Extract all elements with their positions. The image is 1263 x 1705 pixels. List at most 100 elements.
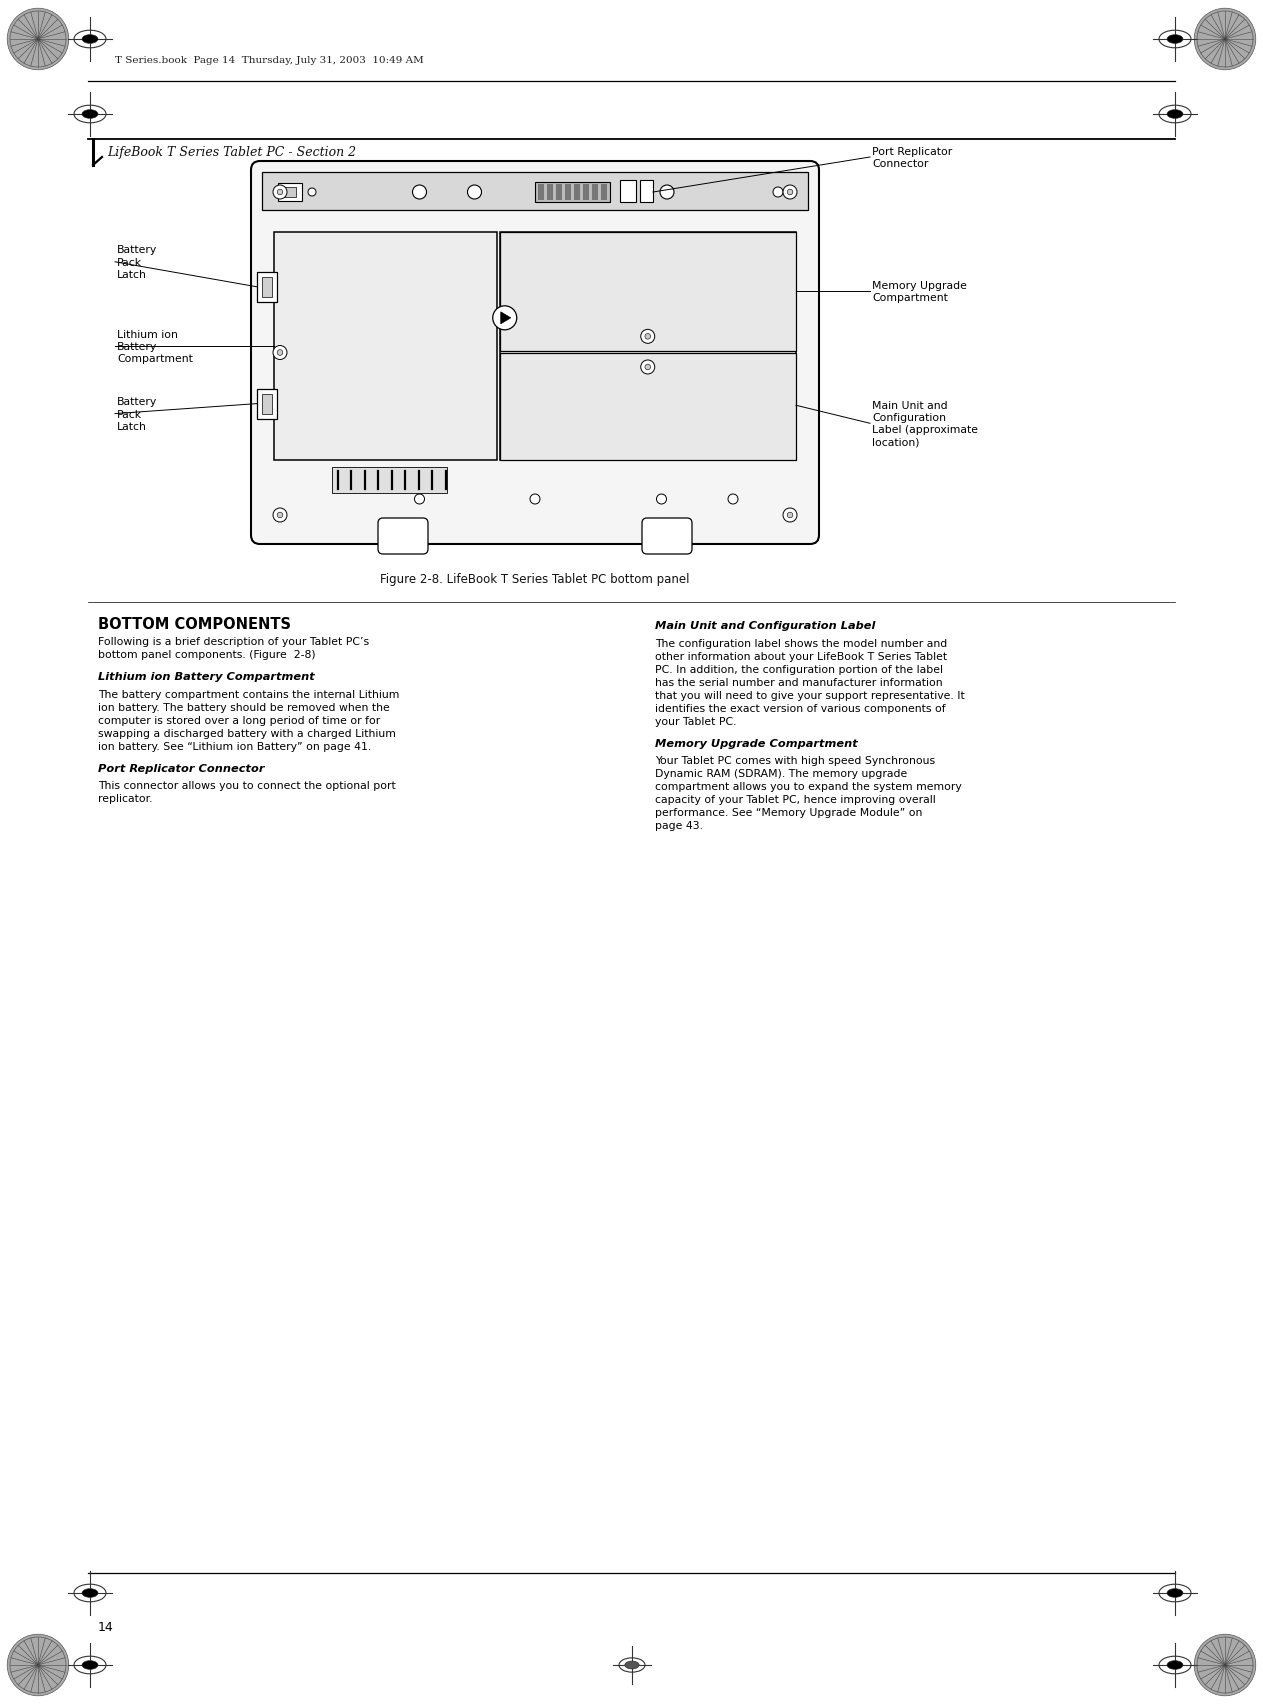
Circle shape [273,186,287,199]
Bar [565,184,571,201]
Text: computer is stored over a long period of time or for: computer is stored over a long period of… [99,716,380,725]
Circle shape [773,188,783,198]
Text: identifies the exact version of various components of: identifies the exact version of various … [655,702,946,713]
Bar [261,278,272,298]
Bar [256,389,277,419]
Circle shape [277,189,283,196]
Circle shape [414,494,424,505]
Text: swapping a discharged battery with a charged Lithium: swapping a discharged battery with a cha… [99,728,395,738]
Circle shape [8,9,68,72]
Text: This connector allows you to connect the optional port: This connector allows you to connect the… [99,781,395,791]
Text: Lithium ion
Battery
Compartment: Lithium ion Battery Compartment [117,329,193,365]
Bar [331,467,447,494]
Text: Battery
Pack
Latch: Battery Pack Latch [117,246,158,280]
Text: performance. See “Memory Upgrade Module” on: performance. See “Memory Upgrade Module”… [655,808,922,818]
Text: compartment allows you to expand the system memory: compartment allows you to expand the sys… [655,783,961,791]
Bar [601,184,608,201]
Text: BOTTOM COMPONENTS: BOTTOM COMPONENTS [99,617,290,631]
Bar [640,181,653,203]
Bar [536,182,610,203]
Polygon shape [500,312,510,324]
Text: The configuration label shows the model number and: The configuration label shows the model … [655,638,947,648]
Text: Following is a brief description of your Tablet PC’s: Following is a brief description of your… [99,636,369,646]
Text: Memory Upgrade Compartment: Memory Upgrade Compartment [655,738,858,748]
Text: Dynamic RAM (SDRAM). The memory upgrade: Dynamic RAM (SDRAM). The memory upgrade [655,769,907,779]
Circle shape [308,189,316,196]
Bar [499,353,796,460]
Bar [261,394,272,414]
Text: LifeBook T Series Tablet PC - Section 2: LifeBook T Series Tablet PC - Section 2 [107,145,356,159]
Circle shape [467,186,481,199]
Text: Port Replicator Connector: Port Replicator Connector [99,764,264,774]
Bar [499,234,796,460]
Circle shape [783,186,797,199]
Text: Port Replicator
Connector: Port Replicator Connector [871,147,952,169]
Text: Main Unit and Configuration Label: Main Unit and Configuration Label [655,621,875,631]
Text: has the serial number and manufacturer information: has the serial number and manufacturer i… [655,677,942,687]
Text: 14: 14 [99,1620,114,1633]
Circle shape [787,513,793,518]
Text: PC. In addition, the configuration portion of the label: PC. In addition, the configuration porti… [655,665,943,673]
Text: T Series.book  Page 14  Thursday, July 31, 2003  10:49 AM: T Series.book Page 14 Thursday, July 31,… [115,56,424,65]
Circle shape [8,1633,68,1696]
Bar [256,273,277,302]
Text: replicator.: replicator. [99,795,153,805]
Circle shape [413,186,427,199]
Ellipse shape [1167,111,1183,119]
Bar [573,184,580,201]
Text: Your Tablet PC comes with high speed Synchronous: Your Tablet PC comes with high speed Syn… [655,755,935,766]
Ellipse shape [82,1661,99,1669]
Circle shape [783,508,797,523]
Circle shape [493,307,517,331]
Bar [261,172,808,211]
Text: Main Unit and
Configuration
Label (approximate
location): Main Unit and Configuration Label (appro… [871,401,978,448]
Text: Figure 2-8. LifeBook T Series Tablet PC bottom panel: Figure 2-8. LifeBook T Series Tablet PC … [380,573,690,585]
Text: Memory Upgrade
Compartment: Memory Upgrade Compartment [871,281,967,303]
Bar [592,184,597,201]
Ellipse shape [1167,1661,1183,1669]
Circle shape [1195,9,1255,72]
Ellipse shape [625,1661,639,1669]
Ellipse shape [1167,36,1183,44]
Text: that you will need to give your support representative. It: that you will need to give your support … [655,691,965,701]
Circle shape [277,513,283,518]
Circle shape [273,508,287,523]
Circle shape [277,351,283,356]
Circle shape [640,331,654,344]
Circle shape [530,494,541,505]
Bar [538,184,544,201]
FancyBboxPatch shape [642,518,692,554]
Circle shape [661,186,674,199]
Circle shape [727,494,738,505]
Bar [620,181,637,203]
Text: Battery
Pack
Latch: Battery Pack Latch [117,397,158,431]
FancyBboxPatch shape [378,518,428,554]
Circle shape [645,334,650,339]
Text: The battery compartment contains the internal Lithium: The battery compartment contains the int… [99,689,399,699]
Circle shape [273,346,287,360]
Circle shape [640,361,654,375]
Bar [584,184,589,201]
Text: your Tablet PC.: your Tablet PC. [655,716,736,726]
Circle shape [1195,1633,1255,1696]
Ellipse shape [82,111,99,119]
Text: page 43.: page 43. [655,820,703,830]
Bar [556,184,562,201]
Bar [499,234,796,351]
Bar [547,184,553,201]
Text: bottom panel components. (Figure  2-8): bottom panel components. (Figure 2-8) [99,650,316,660]
FancyBboxPatch shape [251,162,818,544]
Text: ion battery. The battery should be removed when the: ion battery. The battery should be remov… [99,702,390,713]
Bar [284,188,296,198]
Text: ion battery. See “Lithium ion Battery” on page 41.: ion battery. See “Lithium ion Battery” o… [99,742,371,752]
Circle shape [787,189,793,196]
Circle shape [657,494,667,505]
Bar [278,184,302,201]
Ellipse shape [1167,1589,1183,1598]
Ellipse shape [82,1589,99,1598]
Circle shape [645,365,650,370]
Text: other information about your LifeBook T Series Tablet: other information about your LifeBook T … [655,651,947,662]
Text: Lithium ion Battery Compartment: Lithium ion Battery Compartment [99,672,314,682]
Bar [274,234,496,460]
Ellipse shape [82,36,99,44]
